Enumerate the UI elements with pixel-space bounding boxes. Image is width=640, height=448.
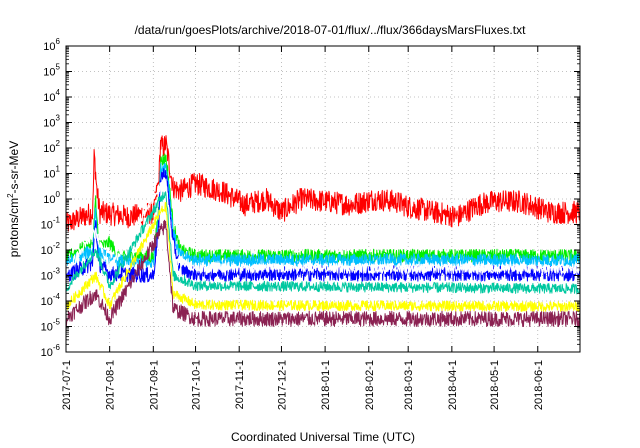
y-tick-base: 10 — [41, 220, 53, 232]
series-line — [65, 201, 581, 313]
x-tick-label: 2017-08-1 — [105, 360, 117, 410]
y-tick-exponent: 0 — [56, 190, 61, 199]
series-line — [65, 168, 581, 283]
y-tick-exponent: -3 — [53, 267, 61, 276]
y-tick-exponent: 3 — [56, 114, 61, 123]
y-tick-base: 10 — [43, 194, 55, 206]
y-tick-exponent: -4 — [53, 292, 61, 301]
y-tick-exponent: -5 — [53, 318, 61, 327]
y-tick-label: 106 — [43, 37, 60, 53]
y-tick-base: 10 — [41, 245, 53, 257]
y-tick-exponent: 6 — [56, 37, 61, 46]
series-line — [65, 219, 581, 327]
y-tick-exponent: -1 — [53, 216, 61, 225]
y-tick-label: 10-4 — [41, 292, 61, 308]
x-tick-label: 2018-06-1 — [533, 360, 545, 410]
x-tick-label: 2018-01-1 — [320, 360, 332, 410]
y-axis-label-prefix: protons/cm — [7, 198, 21, 257]
series-line — [65, 177, 581, 275]
y-tick-label: 10-3 — [41, 267, 61, 283]
series-line — [65, 135, 581, 232]
x-tick-label: 2018-05-1 — [489, 360, 501, 410]
y-tick-base: 10 — [43, 67, 55, 79]
x-tick-label: 2018-04-1 — [447, 360, 459, 410]
x-axis-label: Coordinated Universal Time (UTC) — [231, 430, 415, 444]
y-tick-base: 10 — [43, 118, 55, 130]
y-tick-exponent: 1 — [56, 165, 61, 174]
y-tick-exponent: 5 — [56, 63, 61, 72]
y-tick-label: 100 — [43, 190, 60, 206]
y-axis-label-suffix: -s-sr-MeV — [7, 141, 21, 194]
y-tick-label: 103 — [43, 114, 60, 130]
x-tick-label: 2018-03-1 — [403, 360, 415, 410]
y-tick-label: 105 — [43, 63, 60, 79]
y-tick-exponent: 4 — [56, 88, 61, 97]
y-tick-base: 10 — [41, 296, 53, 308]
y-tick-base: 10 — [43, 143, 55, 155]
y-tick-exponent: -2 — [53, 241, 61, 250]
y-tick-label: 101 — [43, 165, 60, 181]
x-axis: 2017-07-1 2017-08-1 2017-09-1 2017-10-1 2017… — [61, 46, 545, 410]
chart-title: /data/run/goesPlots/archive/2018-07-01/f… — [135, 23, 527, 37]
y-tick-label: 10-2 — [41, 241, 61, 257]
x-tick-label: 2018-02-1 — [364, 360, 376, 410]
y-axis-label: protons/cm2-s-sr-MeV — [6, 141, 21, 257]
y-tick-exponent: 2 — [56, 139, 61, 148]
y-tick-base: 10 — [43, 92, 55, 104]
x-tick-label: 2017-07-1 — [61, 360, 73, 410]
y-tick-label: 102 — [43, 139, 60, 155]
y-axis: 10-610-510-410-310-210-11001011021031041… — [41, 37, 580, 359]
x-tick-label: 2017-12-1 — [276, 360, 288, 410]
y-tick-base: 10 — [41, 322, 53, 334]
plot-area — [65, 135, 581, 327]
series-line — [65, 191, 581, 295]
y-tick-label: 10-5 — [41, 318, 61, 334]
y-tick-label: 104 — [43, 88, 60, 104]
y-tick-base: 10 — [41, 271, 53, 283]
y-tick-label: 10-1 — [41, 216, 61, 232]
y-tick-label: 10-6 — [41, 343, 61, 359]
y-tick-base: 10 — [43, 169, 55, 181]
y-tick-base: 10 — [43, 41, 55, 53]
x-tick-label: 2017-10-1 — [191, 360, 203, 410]
y-tick-base: 10 — [41, 347, 53, 359]
y-axis-label-sup: 2 — [6, 193, 15, 198]
x-tick-label: 2017-11-1 — [234, 360, 246, 409]
x-tick-label: 2017-09-1 — [148, 360, 160, 410]
y-tick-exponent: -6 — [53, 343, 61, 352]
